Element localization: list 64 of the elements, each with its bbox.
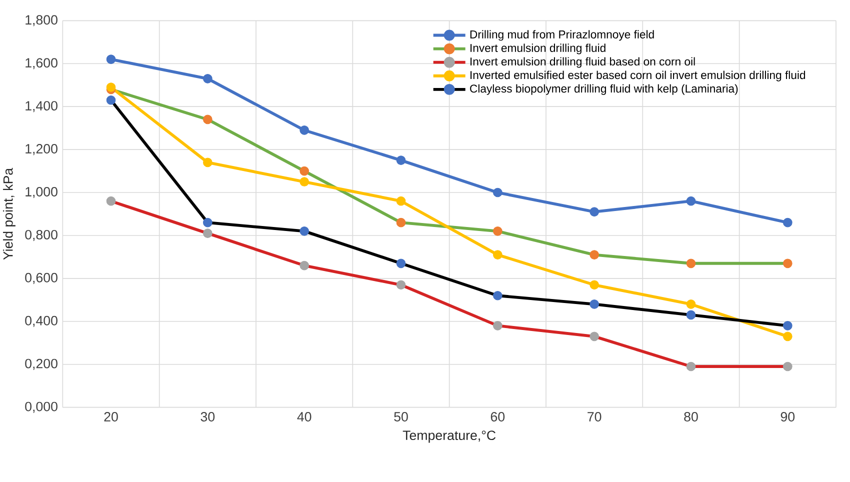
legend-label: Invert emulsion drilling fluid <box>470 44 606 54</box>
point <box>203 218 212 228</box>
point <box>396 156 406 165</box>
y-tick-label: 1,800 <box>26 15 58 26</box>
point <box>300 177 310 186</box>
point <box>590 332 599 342</box>
x-tick-label: 90 <box>780 412 795 422</box>
point <box>686 196 696 206</box>
point <box>492 290 502 300</box>
y-tick-label: 1,400 <box>26 101 58 112</box>
point <box>492 226 502 236</box>
point <box>492 250 502 260</box>
y-tick-label: 0,800 <box>25 230 58 241</box>
x-tick-label: 60 <box>490 412 505 422</box>
y-tick-label: 0,000 <box>25 402 58 413</box>
point <box>106 196 116 206</box>
point <box>492 321 502 330</box>
y-tick-label: 1,200 <box>26 144 58 156</box>
point <box>782 258 792 268</box>
point <box>396 218 406 228</box>
point <box>686 310 696 320</box>
point <box>300 126 310 135</box>
point <box>203 114 212 124</box>
point <box>782 332 792 342</box>
point <box>300 226 310 236</box>
x-tick-label: 20 <box>104 412 118 422</box>
point <box>396 258 406 268</box>
legend-label: Drilling mud from Prirazlomnoye field <box>470 30 654 41</box>
point <box>203 158 212 168</box>
point <box>106 82 116 92</box>
x-tick-label: 80 <box>684 412 698 422</box>
point <box>396 280 406 290</box>
point <box>203 228 212 238</box>
point <box>590 300 599 309</box>
point <box>590 207 599 217</box>
point <box>106 95 116 105</box>
point <box>106 54 116 64</box>
point <box>782 362 792 372</box>
point <box>686 258 696 268</box>
point <box>782 321 792 330</box>
y-tick-label: 0,200 <box>25 358 58 370</box>
point <box>782 218 792 228</box>
point <box>300 166 310 176</box>
x-axis-title: Temperature,°C <box>402 430 496 443</box>
point <box>686 300 696 309</box>
point <box>686 362 696 372</box>
y-tick-label: 0,600 <box>25 272 58 284</box>
legend-label: Clayless biopolymer drilling fluid with kelp (Laminaria) <box>470 84 738 95</box>
y-tick-label: 0,400 <box>25 316 58 327</box>
y-tick-label: 1,000 <box>26 187 58 198</box>
x-tick-label: 40 <box>297 412 312 422</box>
y-axis-title: Yield point, kPa <box>3 168 16 260</box>
x-tick-label: 30 <box>200 412 215 422</box>
point <box>492 188 502 198</box>
legend-label: Invert emulsion drilling fluid based on corn oil <box>470 57 695 68</box>
y-tick-label: 1,600 <box>26 58 58 70</box>
point <box>590 250 599 260</box>
legend-label: Inverted emulsified ester based corn oil invert emulsion drilling fluid <box>470 70 806 82</box>
point <box>203 74 212 84</box>
point <box>590 280 599 290</box>
point <box>396 196 406 206</box>
x-tick-label: 50 <box>394 412 408 422</box>
point <box>300 260 310 270</box>
x-tick-label: 70 <box>588 412 602 422</box>
